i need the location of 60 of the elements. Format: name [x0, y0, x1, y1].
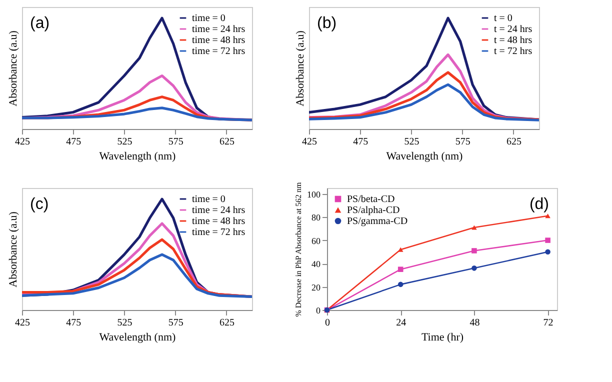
legend-label: time = 24 hrs — [192, 24, 246, 35]
x-tick-label: 525 — [404, 136, 420, 148]
point — [398, 266, 404, 272]
legend-label: t = 0 — [494, 13, 512, 24]
legend-label: time = 72 hrs — [192, 46, 246, 57]
point — [398, 282, 404, 288]
y-axis-title: % Decrease in PhP Absorbance at 562 nm — [294, 181, 303, 317]
x-tick-label: 525 — [117, 136, 132, 148]
y-tick-label: 100 — [307, 189, 321, 200]
point — [472, 248, 477, 254]
point — [545, 249, 550, 255]
legend-label: t = 72 hrs — [494, 46, 532, 57]
x-tick-label: 0 — [325, 318, 330, 328]
x-tick-label: 475 — [66, 318, 82, 328]
x-tick-label: 425 — [15, 318, 30, 328]
y-axis-title: Absorbance (a.u) — [8, 30, 20, 106]
y-tick-label: 0 — [316, 306, 321, 316]
annotation: (c) — [30, 196, 49, 213]
legend-label: time = 48 hrs — [192, 216, 246, 227]
legend-label: time = 0 — [192, 13, 226, 24]
x-tick-label: 475 — [66, 136, 82, 148]
legend-label: time = 72 hrs — [192, 227, 246, 238]
legend-label: PS/gamma-CD — [347, 216, 408, 227]
x-tick-label: 575 — [455, 136, 470, 148]
legend-label: t = 48 hrs — [494, 35, 532, 46]
annotation: (a) — [30, 15, 50, 32]
x-tick-label: 72 — [543, 318, 554, 328]
legend-label: t = 24 hrs — [494, 24, 532, 35]
x-tick-label: 24 — [396, 318, 406, 328]
x-axis-title: Time (hr) — [421, 332, 464, 344]
x-tick-label: 575 — [168, 136, 184, 148]
y-tick-label: 20 — [312, 282, 321, 292]
x-axis-title: Wavelength (nm) — [386, 150, 464, 162]
y-tick-label: 80 — [312, 212, 321, 223]
point — [545, 238, 550, 243]
legend-label: PS/beta-CD — [347, 194, 395, 205]
y-axis-title: Absorbance (a.u) — [8, 211, 20, 288]
x-tick-label: 425 — [302, 136, 317, 148]
x-axis-title: Wavelength (nm) — [99, 150, 176, 162]
x-tick-label: 48 — [470, 318, 480, 328]
x-tick-label: 575 — [168, 318, 184, 328]
legend-label: time = 48 hrs — [192, 35, 246, 46]
annotation: (d) — [529, 196, 549, 213]
x-tick-label: 625 — [219, 318, 234, 328]
x-tick-label: 625 — [506, 136, 522, 148]
x-tick-label: 425 — [15, 136, 30, 148]
x-tick-label: 525 — [117, 318, 132, 328]
x-axis-title: Wavelength (nm) — [99, 332, 176, 344]
legend-label: time = 24 hrs — [192, 205, 246, 216]
y-tick-label: 60 — [312, 236, 321, 246]
legend-label: PS/alpha-CD — [347, 205, 400, 216]
point — [545, 214, 550, 218]
annotation: (b) — [317, 15, 337, 32]
point — [472, 266, 477, 271]
y-tick-label: 40 — [312, 259, 321, 270]
y-axis-title: Absorbance (a.u) — [294, 30, 306, 106]
legend-label: time = 0 — [192, 194, 226, 205]
x-tick-label: 475 — [353, 136, 368, 148]
x-tick-label: 625 — [219, 136, 234, 148]
point — [472, 225, 477, 230]
